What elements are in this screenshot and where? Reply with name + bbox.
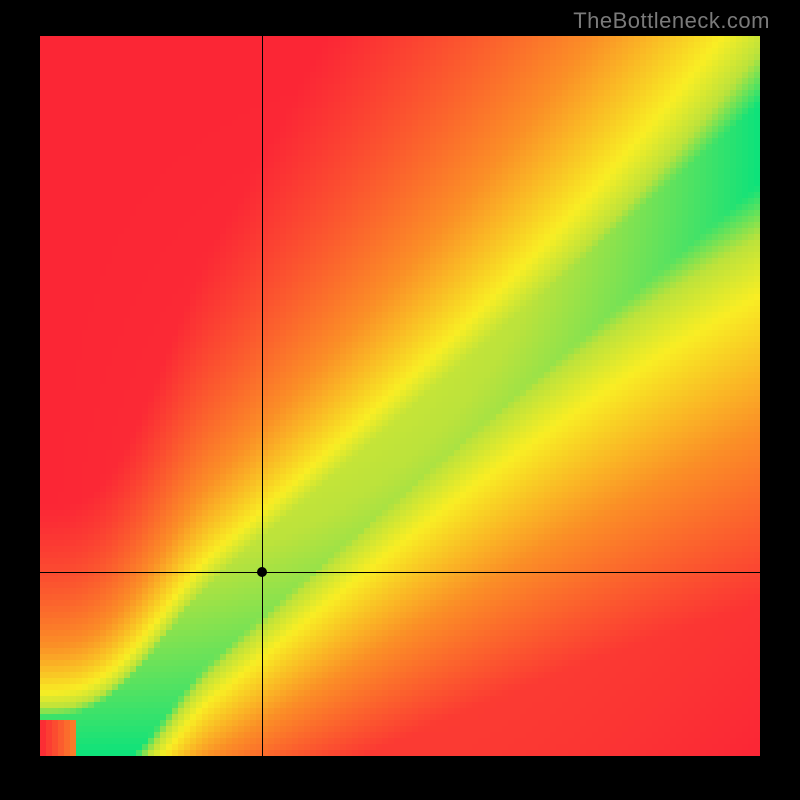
chart-container: TheBottleneck.com bbox=[0, 0, 800, 800]
plot-area bbox=[40, 36, 760, 756]
heatmap-canvas bbox=[40, 36, 760, 756]
watermark-text: TheBottleneck.com bbox=[573, 8, 770, 34]
